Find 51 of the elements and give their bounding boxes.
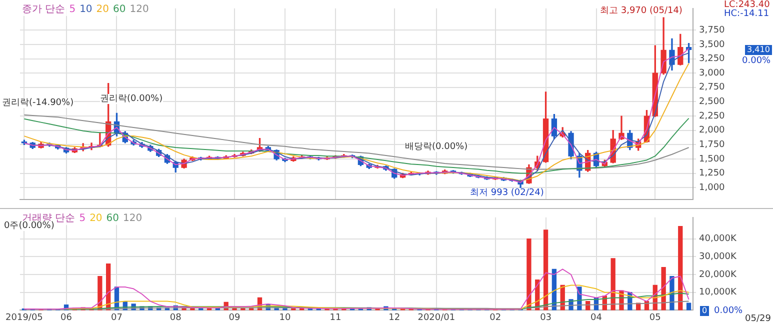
x-tick-label: 06 — [60, 312, 72, 323]
y-tick-label: 10,000K — [699, 288, 738, 298]
x-tick-label: 2020/01 — [418, 312, 456, 323]
text: 120 — [130, 4, 149, 15]
y-tick-label: 2,000 — [699, 126, 726, 136]
annotation: 최고 3,970 (05/14) — [600, 6, 682, 16]
x-tick-label: 2019/05 — [6, 312, 43, 323]
x-tick-label: 03 — [540, 312, 552, 323]
text: 0 — [700, 306, 710, 316]
text: 120 — [123, 213, 142, 224]
y-tick-label: 2,750 — [699, 82, 726, 93]
text: 20 — [90, 213, 102, 224]
annotation: 배당락(0.00%) — [405, 142, 468, 152]
x-tick-label: 02 — [490, 312, 502, 323]
annotation: 권리락(-14.90%) — [2, 98, 74, 108]
x-tick-label: 05 — [649, 312, 661, 323]
text: 10 — [80, 4, 92, 15]
y-tick-label: 3,500 — [699, 40, 726, 50]
y-tick-label: 1,250 — [699, 168, 726, 179]
x-tick-label: 09 — [228, 312, 241, 323]
y-tick-label: 30,000K — [699, 252, 738, 262]
text: HC:-14.11 — [724, 9, 770, 19]
text: 5 — [69, 4, 76, 15]
text: 60 — [113, 4, 126, 15]
text: 0.00% — [742, 56, 771, 66]
x-tick-label: 11 — [330, 312, 342, 323]
y-tick-label: 3,250 — [699, 54, 726, 64]
y-tick-label: 1,750 — [699, 140, 726, 150]
text: 3,410 — [745, 45, 772, 55]
x-tick-label: 10 — [279, 312, 291, 323]
text: 5 — [79, 213, 86, 224]
annotation: 최저 993 (02/24) — [470, 188, 544, 198]
text: 20 — [96, 4, 110, 15]
x-tick-label: 04 — [590, 312, 602, 323]
text: 05/29 — [745, 314, 771, 324]
x-tick-label: 08 — [170, 312, 182, 323]
y-tick-label: 1,000 — [699, 182, 726, 193]
x-tick-label: 07 — [111, 312, 122, 323]
y-tick-label: 2,500 — [699, 97, 726, 108]
text: 0.00% — [714, 306, 743, 316]
y-tick-label: 40,000K — [699, 234, 738, 244]
text: 60 — [106, 213, 120, 224]
y-tick-label: 3,750 — [699, 25, 726, 36]
y-tick-label: 2,250 — [699, 111, 726, 122]
text: LC:243.40 — [724, 0, 770, 10]
y-tick-label: 20,000K — [699, 270, 738, 280]
x-tick-label: 12 — [388, 312, 400, 323]
y-tick-label: 1,500 — [699, 154, 726, 164]
legend-title: 종가 단순 — [22, 4, 66, 15]
annotation: 권리락(0.00%) — [100, 94, 163, 104]
y-tick-label: 3,000 — [699, 68, 726, 78]
